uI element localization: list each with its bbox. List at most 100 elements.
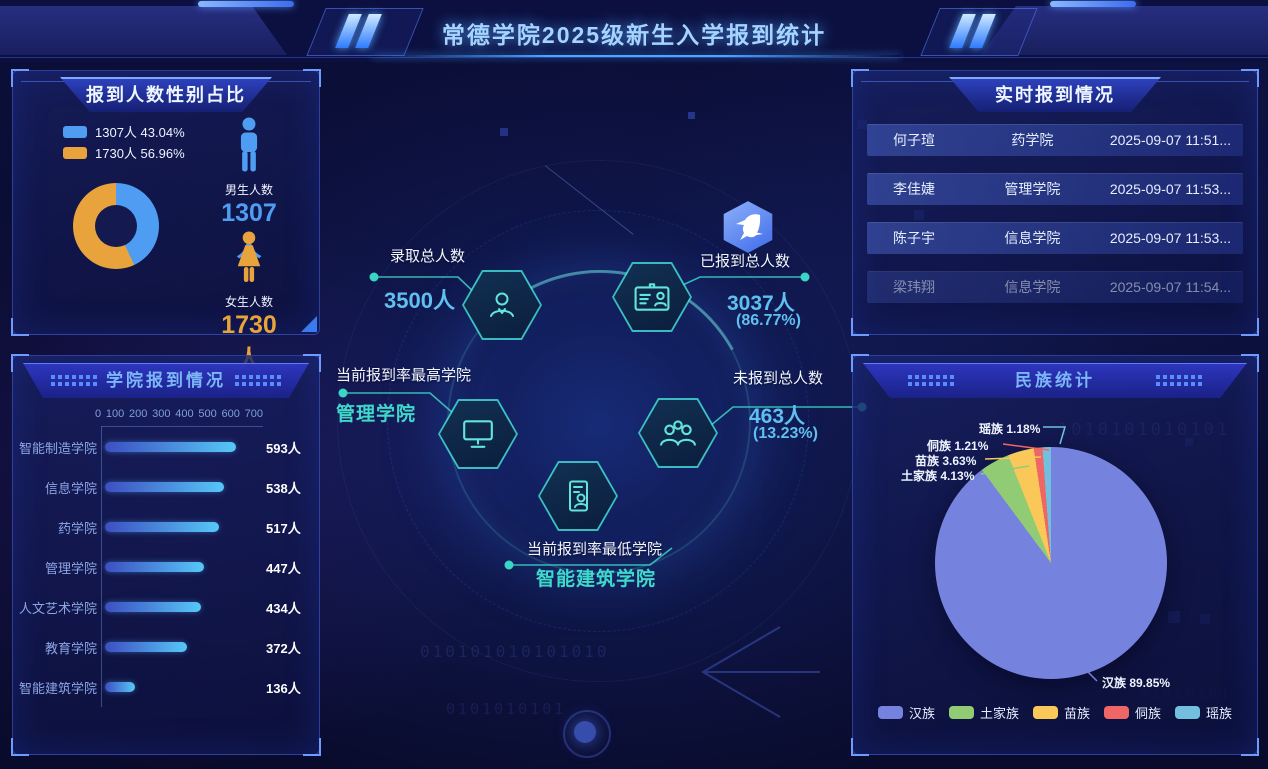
stat-admitted-label: 录取总人数 <box>390 248 466 265</box>
panel-realtime-report: 实时报到情况 何子瑄 药学院 2025-09-07 11:51... 李佳婕 管… <box>851 69 1259 336</box>
table-row: 李佳婕 管理学院 2025-09-07 11:53... <box>867 173 1243 205</box>
header-baseline <box>0 57 1268 58</box>
panel-title: 报到人数性别占比 <box>60 77 272 112</box>
legend-item[interactable]: 瑶族 <box>1175 703 1232 722</box>
stat-admitted-value: 3500人 <box>384 288 455 313</box>
bar-category: 管理学院 <box>44 560 97 576</box>
legend-swatch <box>63 146 87 159</box>
legend-swatch <box>1175 706 1201 719</box>
panel-gender-ratio: 报到人数性别占比 1307人 43.04% 1730人 56.96% <box>11 69 321 374</box>
legend-item[interactable]: 侗族 <box>1104 703 1161 722</box>
pie-label-hanzu: 汉族 89.85% <box>1102 676 1171 690</box>
bar <box>105 442 237 452</box>
legend-swatch <box>63 125 87 138</box>
stat-lowest-label: 当前报到率最低学院 <box>527 541 663 558</box>
bar-value: 517人 <box>266 520 301 536</box>
stat-unreported-percent: (13.23%) <box>753 425 818 442</box>
bar-row: 教育学院 372人 <box>13 627 319 667</box>
bar-chart: 智能制造学院 593人 信息学院 538人 药学院 517人 管理学院 447人… <box>13 427 319 707</box>
id-card-icon <box>634 283 670 311</box>
male-icon <box>240 117 258 172</box>
student-name: 李佳婕 <box>893 181 935 197</box>
female-caption: 女生人数 <box>224 295 273 309</box>
panel-title: 学院报到情况 <box>23 363 309 398</box>
bar <box>105 682 136 692</box>
legend-swatch <box>877 706 903 719</box>
male-caption: 男生人数 <box>224 183 273 197</box>
table-row: 陈子宇 信息学院 2025-09-07 11:53... <box>867 222 1243 254</box>
bar-value: 434人 <box>266 600 301 616</box>
bar-category: 教育学院 <box>44 640 97 656</box>
female-icon <box>237 231 261 282</box>
legend-item[interactable]: 汉族 <box>877 703 935 722</box>
bar-category: 智能建筑学院 <box>18 680 97 696</box>
table-row: 何子瑄 药学院 2025-09-07 11:51... <box>867 124 1243 156</box>
student-college: 药学院 <box>1011 132 1054 148</box>
table-row: 梁玮翔 信息学院 2025-09-07 11:54... <box>867 271 1243 303</box>
bar <box>105 642 188 652</box>
bar-row: 信息学院 538人 <box>13 467 319 507</box>
bar-value: 372人 <box>266 640 301 656</box>
monitor-icon <box>463 420 493 448</box>
bar-category: 信息学院 <box>44 480 97 496</box>
corner-triangle-accent <box>301 316 317 332</box>
stat-unreported-value: 463人 <box>749 405 806 428</box>
student-name: 何子瑄 <box>893 132 935 148</box>
bar-row: 智能建筑学院 136人 <box>13 667 319 707</box>
bar-category: 智能制造学院 <box>18 440 97 456</box>
male-value: 1307人 <box>221 199 277 262</box>
legend-swatch <box>1032 706 1058 719</box>
panel-ethnic-stats: 民族统计 瑶族 1.18% 侗族 1.21% 苗族 3.63% 土家族 4.13… <box>851 354 1259 756</box>
report-time: 2025-09-07 11:53... <box>1109 230 1231 246</box>
panel-title: 实时报到情况 <box>949 77 1161 112</box>
header-capsule-left <box>198 1 294 7</box>
page-title: 常德学院2025级新生入学报到统计 <box>441 22 827 48</box>
title-dots-decor <box>51 375 97 386</box>
legend-item-female[interactable]: 1730人 56.96% <box>63 142 185 163</box>
title-dots-decor <box>908 375 954 386</box>
stat-reported-label: 已报到总人数 <box>700 253 791 270</box>
pie-label-dongzu: 侗族 1.21% <box>927 439 989 453</box>
title-dots-decor <box>1156 375 1202 386</box>
pie-leader-lines <box>980 426 1098 682</box>
header-capsule-right <box>1050 1 1136 7</box>
bar-category: 药学院 <box>57 520 97 536</box>
report-time: 2025-09-07 11:51... <box>1109 132 1231 148</box>
bar <box>105 522 220 532</box>
student-college: 信息学院 <box>1004 279 1061 295</box>
legend-label: 1730人 56.96% <box>95 146 185 161</box>
hexagon-highest <box>438 399 518 469</box>
legend-swatch <box>948 706 974 719</box>
bar-row: 智能制造学院 593人 <box>13 427 319 467</box>
ethnic-pie-chart <box>935 447 1167 679</box>
person-icon <box>490 292 514 317</box>
people-group-icon <box>660 420 696 446</box>
gender-legend: 1307人 43.04% 1730人 56.96% <box>63 121 185 163</box>
pie-label-yaozu: 瑶族 1.18% <box>979 422 1041 436</box>
bar-axis-ticks: 0 100 200 300 400 500 600 700 <box>95 408 263 420</box>
stat-lowest-value: 智能建筑学院 <box>536 569 657 590</box>
legend-label: 苗族 <box>1063 706 1090 721</box>
legend-item-male[interactable]: 1307人 43.04% <box>63 121 185 142</box>
stat-reported-percent: (86.77%) <box>736 312 801 329</box>
legend-item[interactable]: 苗族 <box>1032 703 1090 722</box>
stat-unreported-label: 未报到总人数 <box>733 370 824 387</box>
bar-row: 药学院 517人 <box>13 507 319 547</box>
report-time: 2025-09-07 11:54... <box>1109 279 1231 295</box>
legend-item[interactable]: 土家族 <box>948 703 1019 722</box>
dove-icon <box>736 214 763 240</box>
panel-title: 民族统计 <box>863 363 1247 398</box>
legend-label: 侗族 <box>1135 706 1162 721</box>
badge-card-icon <box>569 480 588 512</box>
header-underline <box>372 55 900 57</box>
student-name: 陈子宇 <box>893 230 935 246</box>
title-dots-decor <box>235 375 281 386</box>
bar-value: 538人 <box>266 480 301 496</box>
bar-row: 人文艺术学院 434人 <box>13 587 319 627</box>
panel-college-report: 学院报到情况 0 100 200 300 400 500 600 700 智能制… <box>11 354 321 756</box>
student-college: 信息学院 <box>1004 230 1061 246</box>
bar <box>105 482 225 492</box>
pie-label-miaozu: 苗族 3.63% <box>915 454 977 468</box>
